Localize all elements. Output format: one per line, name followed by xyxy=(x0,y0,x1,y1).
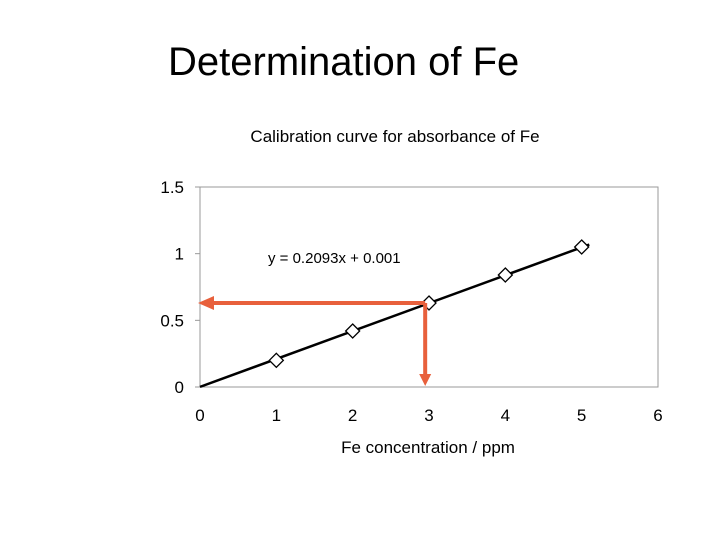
data-point-marker xyxy=(497,267,514,283)
vertical-arrow-head xyxy=(419,374,432,386)
data-point-marker xyxy=(573,239,590,255)
data-point-marker xyxy=(268,352,285,369)
slide-title: Determination of Fe xyxy=(168,40,520,84)
data-point-marker xyxy=(344,323,361,339)
x-tick-labels: 0 1 2 3 4 5 6 xyxy=(195,406,662,425)
x-tick-label: 5 xyxy=(577,406,586,425)
y-tick-label: 0.5 xyxy=(160,311,184,330)
x-tick-label: 6 xyxy=(653,406,662,425)
y-tick-labels: 0 0.5 1 1.5 xyxy=(160,178,184,397)
x-axis-label: Fe concentration / ppm xyxy=(341,438,515,457)
x-tick-label: 3 xyxy=(424,406,433,425)
plot-area-frame xyxy=(199,186,659,388)
y-tick-label: 1 xyxy=(175,245,184,264)
y-axis-ticks xyxy=(195,186,200,388)
trendline-equation: y = 0.2093x + 0.001 xyxy=(268,250,401,267)
chart-title: Calibration curve for absorbance of Fe xyxy=(250,127,539,146)
trendline xyxy=(199,243,590,389)
x-tick-label: 1 xyxy=(272,406,281,425)
data-markers xyxy=(268,239,590,369)
annotation-arrows xyxy=(198,296,432,386)
x-tick-label: 0 xyxy=(195,406,204,425)
x-tick-label: 2 xyxy=(348,406,357,425)
y-tick-label: 0 xyxy=(175,378,184,397)
y-tick-label: 1.5 xyxy=(160,178,184,197)
x-tick-label: 4 xyxy=(501,406,510,425)
horizontal-arrow-head xyxy=(198,296,214,310)
